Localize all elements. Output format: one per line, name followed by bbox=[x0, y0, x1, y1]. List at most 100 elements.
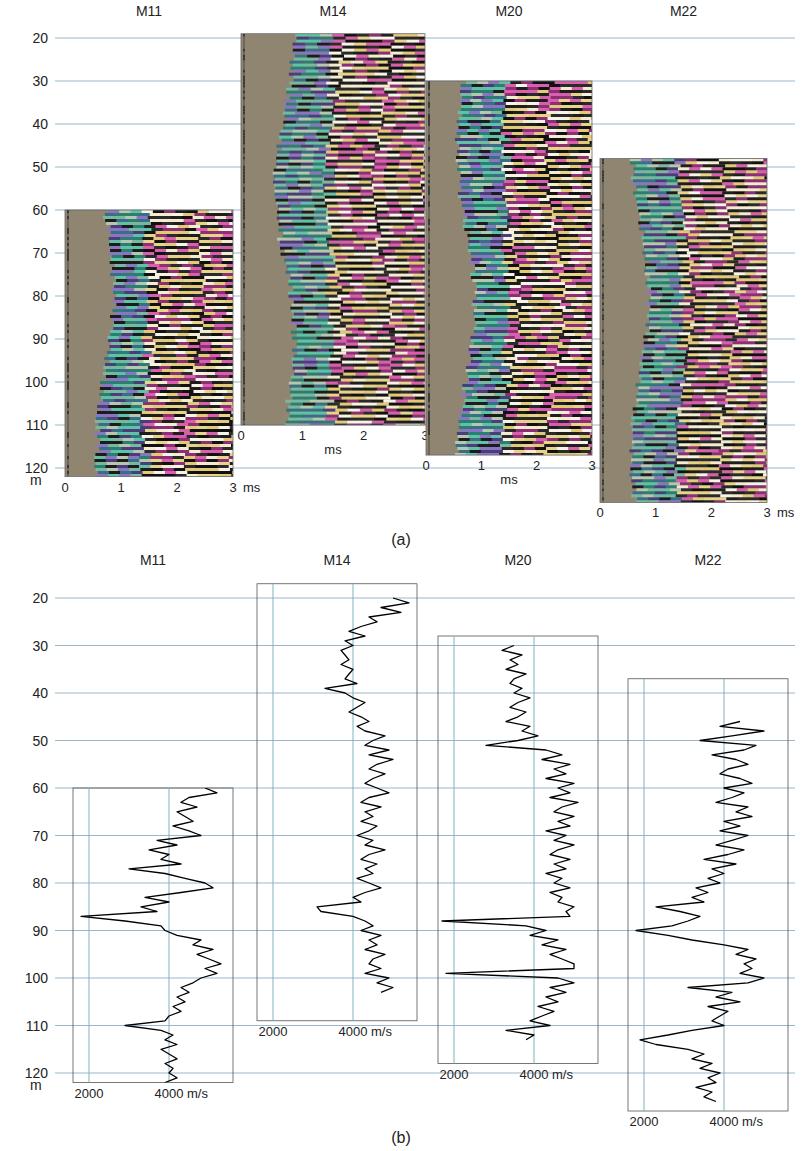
seismic-cell bbox=[213, 396, 225, 399]
seismic-cell bbox=[217, 213, 229, 216]
seismic-cell bbox=[170, 372, 182, 375]
seismic-cell bbox=[323, 91, 336, 94]
seismic-cell bbox=[150, 219, 162, 222]
seismic-cell bbox=[200, 315, 212, 318]
seismic-cell bbox=[379, 142, 392, 145]
seismic-cell bbox=[317, 43, 330, 46]
seismic-cell bbox=[126, 312, 138, 315]
seismic-trace bbox=[67, 318, 69, 321]
seismic-cell bbox=[274, 175, 287, 178]
seismic-cell bbox=[140, 378, 152, 381]
seismic-cell bbox=[381, 34, 394, 37]
seismic-cell bbox=[107, 426, 119, 429]
seismic-cell bbox=[208, 336, 220, 339]
seismic-trace bbox=[67, 291, 69, 294]
seismic-cell bbox=[118, 453, 130, 456]
seismic-cell bbox=[409, 91, 422, 94]
seismic-cell bbox=[142, 339, 154, 342]
seismic-cell bbox=[365, 85, 378, 88]
seismic-cell bbox=[353, 85, 366, 88]
seismic-cell bbox=[403, 43, 416, 46]
seismic-cell bbox=[302, 94, 315, 97]
seismic-cell bbox=[386, 187, 399, 190]
seismic-cell bbox=[209, 405, 221, 408]
seismic-cell bbox=[346, 106, 359, 109]
seismic-cell bbox=[407, 106, 420, 109]
seismic-trace bbox=[243, 94, 245, 97]
seismic-cell bbox=[303, 67, 316, 70]
seismic-trace bbox=[67, 387, 69, 390]
seismic-trace bbox=[243, 181, 245, 184]
seismic-cell bbox=[309, 115, 322, 118]
seismic-cell bbox=[400, 151, 413, 154]
seismic-cell bbox=[389, 214, 402, 217]
seismic-cell bbox=[182, 399, 194, 402]
seismic-trace bbox=[67, 450, 69, 453]
seismic-cell bbox=[178, 381, 190, 384]
seismic-cell bbox=[182, 264, 194, 267]
seismic-cell bbox=[372, 118, 385, 121]
seismic-cell bbox=[203, 327, 215, 330]
seismic-cell bbox=[124, 309, 136, 312]
seismic-cell bbox=[145, 270, 157, 273]
seismic-cell bbox=[374, 166, 387, 169]
seismic-cell bbox=[157, 288, 169, 291]
seismic-cell bbox=[204, 297, 216, 300]
seismic-cell bbox=[154, 243, 166, 246]
seismic-cell bbox=[176, 471, 188, 474]
seismic-cell bbox=[408, 181, 421, 184]
seismic-cell bbox=[184, 375, 196, 378]
seismic-cell bbox=[289, 157, 302, 160]
seismic-cell bbox=[284, 106, 297, 109]
seismic-cell bbox=[148, 264, 160, 267]
seismic-cell bbox=[188, 345, 200, 348]
seismic-cell bbox=[224, 288, 233, 291]
seismic-cell bbox=[95, 453, 107, 456]
seismic-cell bbox=[338, 82, 351, 85]
seismic-cell bbox=[110, 423, 122, 426]
seismic-cell bbox=[95, 426, 107, 429]
seismic-cell bbox=[195, 456, 207, 459]
seismic-cell bbox=[372, 91, 385, 94]
seismic-cell bbox=[196, 375, 208, 378]
seismic-cell bbox=[204, 321, 216, 324]
seismic-cell bbox=[393, 112, 406, 115]
seismic-cell bbox=[380, 148, 393, 151]
seismic-cell bbox=[224, 267, 233, 270]
seismic-cell bbox=[421, 184, 425, 187]
seismic-cell bbox=[157, 318, 169, 321]
seismic-trace bbox=[243, 190, 245, 193]
seismic-cell bbox=[214, 327, 226, 330]
seismic-trace bbox=[243, 172, 245, 175]
seismic-cell bbox=[407, 37, 420, 40]
seismic-cell bbox=[298, 184, 311, 187]
seismic-cell bbox=[202, 318, 214, 321]
seismic-cell bbox=[387, 163, 400, 166]
seismic-cell bbox=[172, 363, 184, 366]
seismic-cell bbox=[370, 37, 383, 40]
seismic-cell bbox=[212, 348, 224, 351]
seismic-cell bbox=[331, 58, 344, 61]
seismic-cell bbox=[302, 151, 315, 154]
seismic-cell bbox=[307, 112, 320, 115]
seismic-cell bbox=[291, 136, 304, 139]
seismic-cell bbox=[111, 381, 123, 384]
seismic-cell bbox=[227, 276, 233, 279]
seismic-cell bbox=[153, 339, 165, 342]
seismic-cell bbox=[410, 187, 423, 190]
seismic-cell bbox=[325, 196, 338, 199]
seismic-cell bbox=[166, 273, 178, 276]
seismic-cell bbox=[188, 261, 200, 264]
seismic-cell bbox=[386, 196, 399, 199]
seismic-cell bbox=[218, 459, 230, 462]
seismic-cell bbox=[199, 423, 211, 426]
seismic-cell bbox=[340, 208, 353, 211]
seismic-trace bbox=[243, 217, 245, 220]
seismic-trace bbox=[67, 333, 69, 336]
seismic-cell bbox=[322, 181, 335, 184]
seismic-cell bbox=[139, 303, 151, 306]
seismic-cell bbox=[116, 303, 128, 306]
seismic-trace bbox=[67, 234, 69, 237]
seismic-cell bbox=[145, 387, 157, 390]
seismic-cell bbox=[200, 231, 212, 234]
